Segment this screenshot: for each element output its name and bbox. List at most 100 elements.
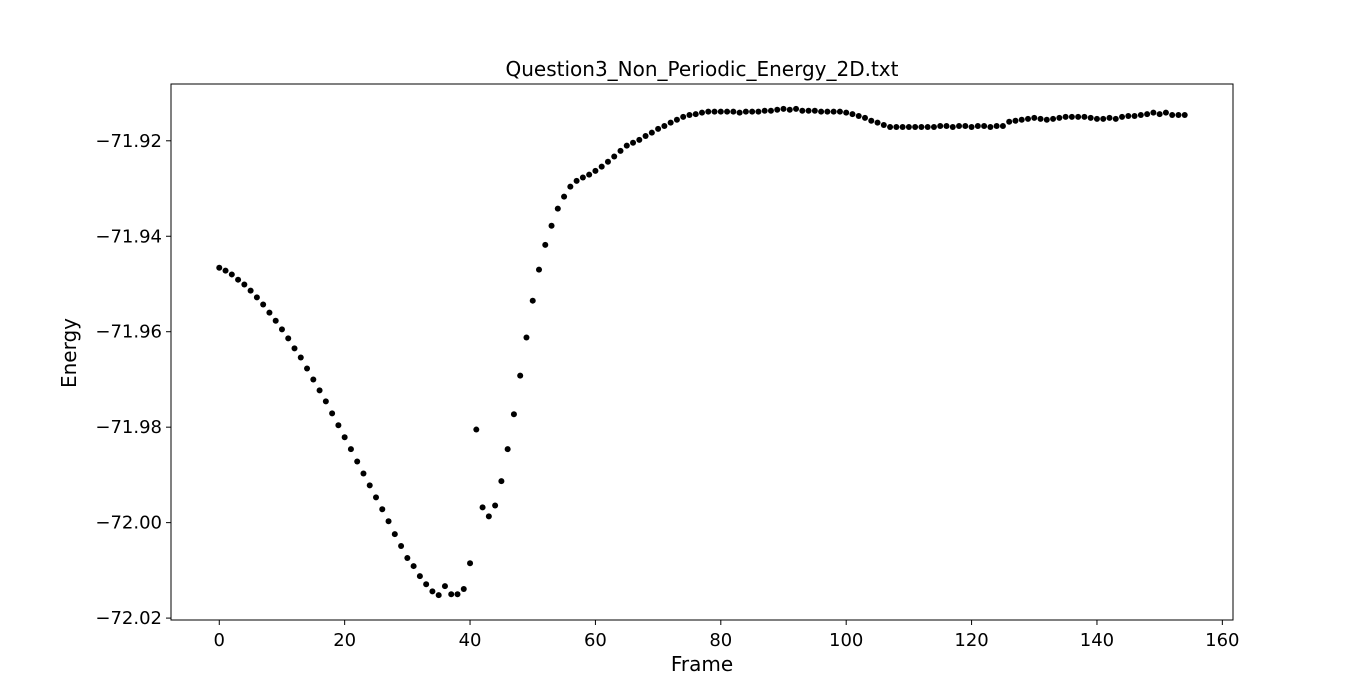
point [830, 108, 837, 115]
point [1081, 113, 1088, 120]
point [849, 111, 856, 118]
point [385, 518, 392, 525]
point [304, 365, 311, 372]
point [742, 108, 749, 115]
point [448, 591, 455, 598]
point [492, 502, 499, 509]
point [673, 116, 680, 123]
point [1150, 109, 1157, 116]
point [818, 108, 825, 115]
point [1087, 114, 1094, 121]
point [793, 105, 800, 112]
point [761, 107, 768, 114]
point [354, 458, 361, 465]
point [1024, 115, 1031, 122]
point [554, 205, 561, 212]
point [799, 107, 806, 114]
point [360, 470, 367, 477]
point [479, 504, 486, 511]
point [278, 326, 285, 333]
point [786, 106, 793, 113]
point [1131, 112, 1138, 119]
point [523, 334, 530, 341]
x-tick-label: 0 [214, 630, 225, 651]
point [216, 264, 223, 271]
y-tick-label: −72.00 [95, 513, 162, 534]
point [291, 345, 298, 352]
point [1175, 112, 1182, 119]
point [579, 174, 586, 181]
point [253, 294, 260, 301]
point [366, 482, 373, 489]
x-axis-label: Frame [671, 652, 733, 676]
point [661, 123, 668, 130]
point [868, 117, 875, 124]
point [347, 446, 354, 453]
point [962, 123, 969, 130]
point [899, 123, 906, 130]
point [811, 107, 818, 114]
point [266, 309, 273, 316]
point [398, 543, 405, 550]
point [1037, 115, 1044, 122]
point [905, 123, 912, 130]
point [316, 387, 323, 394]
point [1068, 113, 1075, 120]
point [956, 123, 963, 130]
x-tick-label: 20 [333, 630, 356, 651]
y-tick-label: −71.96 [95, 322, 162, 343]
point [636, 136, 643, 143]
point [999, 123, 1006, 130]
point [680, 113, 687, 120]
point [655, 125, 662, 132]
point [335, 422, 342, 429]
point [542, 241, 549, 248]
point [1075, 113, 1082, 120]
point [435, 592, 442, 599]
point [423, 581, 430, 588]
point [441, 583, 448, 590]
point [717, 108, 724, 115]
point [623, 142, 630, 149]
point [630, 139, 637, 146]
point [473, 426, 480, 433]
point [404, 554, 411, 561]
point [510, 411, 517, 418]
point [1156, 111, 1163, 118]
x-tick-label: 40 [459, 630, 482, 651]
point [774, 106, 781, 113]
point [536, 266, 543, 273]
point [1181, 112, 1188, 119]
point [228, 271, 235, 278]
point [949, 123, 956, 130]
point [699, 109, 705, 116]
point [1144, 111, 1151, 118]
point [1119, 113, 1126, 120]
point [598, 163, 605, 170]
point [454, 591, 461, 598]
point [373, 494, 380, 501]
point [724, 108, 731, 115]
point [843, 109, 850, 116]
point [686, 112, 693, 119]
y-tick-label: −71.92 [95, 131, 162, 152]
point [1018, 116, 1025, 123]
point [573, 177, 580, 184]
point [1169, 112, 1176, 119]
point [780, 105, 787, 112]
point [648, 129, 655, 136]
point [222, 267, 229, 274]
x-tick-label: 140 [1080, 630, 1114, 651]
point [467, 560, 474, 567]
plot-frame [170, 83, 1234, 621]
point [272, 317, 279, 324]
point [379, 506, 386, 513]
point [981, 123, 988, 130]
point [861, 114, 868, 121]
point [391, 531, 398, 538]
point [937, 123, 944, 130]
point [1093, 115, 1100, 122]
point [604, 158, 611, 165]
